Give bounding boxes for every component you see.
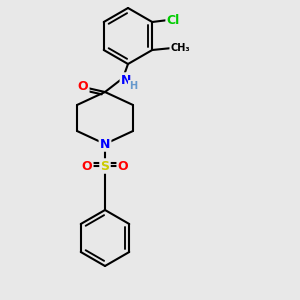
Text: H: H — [129, 81, 137, 91]
Text: CH₃: CH₃ — [170, 43, 190, 53]
Text: N: N — [121, 74, 131, 86]
Text: N: N — [100, 137, 110, 151]
Text: Cl: Cl — [167, 14, 180, 26]
Text: O: O — [82, 160, 92, 172]
Text: O: O — [78, 80, 88, 94]
Text: S: S — [100, 160, 109, 172]
Text: O: O — [118, 160, 128, 172]
